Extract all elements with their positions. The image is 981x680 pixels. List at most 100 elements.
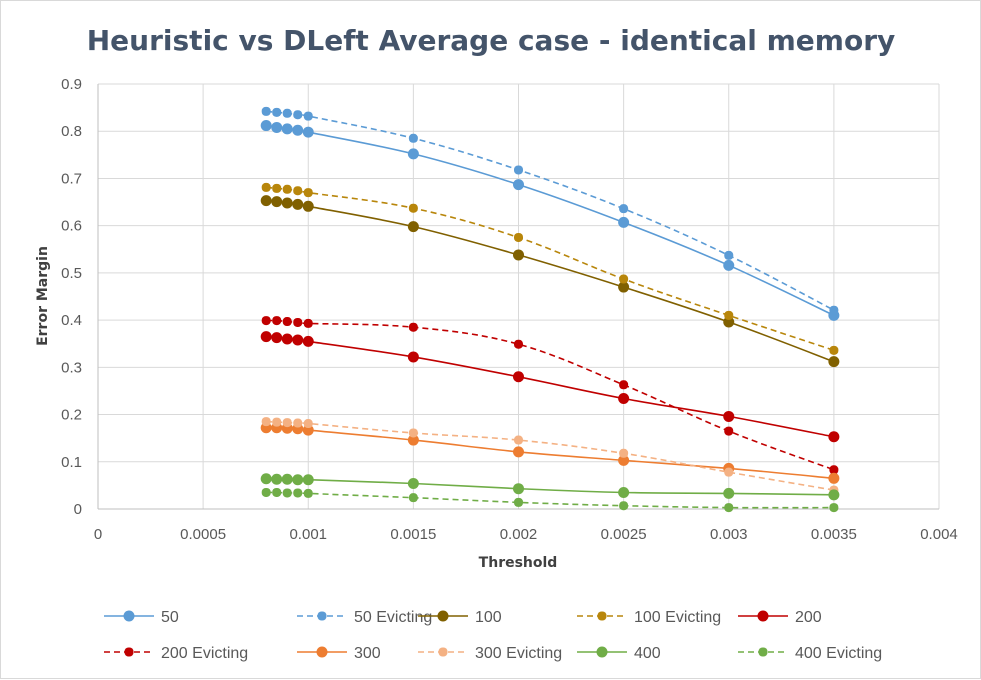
data-point bbox=[724, 426, 734, 436]
x-tick-label: 0.002 bbox=[500, 526, 538, 543]
data-point bbox=[260, 331, 272, 343]
data-point bbox=[282, 184, 292, 194]
data-point bbox=[292, 124, 304, 136]
data-point bbox=[724, 250, 734, 260]
data-point bbox=[828, 356, 840, 368]
data-point bbox=[514, 165, 523, 175]
y-tick-label: 0.2 bbox=[61, 407, 82, 424]
legend-marker bbox=[596, 646, 608, 658]
legend-marker bbox=[124, 647, 134, 657]
legend-label: 200 bbox=[795, 609, 822, 626]
data-point bbox=[303, 318, 313, 328]
data-point bbox=[272, 316, 282, 326]
data-point bbox=[302, 335, 314, 347]
data-point bbox=[514, 339, 523, 349]
data-point bbox=[303, 419, 313, 429]
data-point bbox=[272, 107, 282, 117]
data-point bbox=[829, 305, 839, 315]
data-point bbox=[302, 200, 314, 212]
series-line bbox=[266, 420, 835, 491]
data-point bbox=[408, 428, 418, 438]
legend-label: 50 bbox=[161, 609, 179, 626]
data-point bbox=[408, 493, 418, 503]
legend-label: 400 bbox=[634, 645, 661, 662]
x-tick-label: 0.0025 bbox=[601, 526, 647, 543]
data-point bbox=[723, 259, 735, 271]
data-point bbox=[619, 448, 629, 458]
data-point bbox=[514, 497, 523, 507]
data-point bbox=[618, 454, 630, 466]
x-tick-label: 0.0015 bbox=[390, 526, 436, 543]
data-point bbox=[619, 501, 629, 511]
data-point bbox=[261, 182, 271, 192]
y-tick-label: 0.7 bbox=[61, 170, 82, 187]
y-tick-label: 0.5 bbox=[61, 265, 82, 282]
axes: 0 0.0005 0.001 0.0015 0.002 0.0025 0.003 0.0035… bbox=[61, 76, 958, 543]
x-tick-label: 0.004 bbox=[920, 526, 958, 543]
data-point bbox=[828, 489, 840, 501]
data-point bbox=[408, 322, 418, 332]
data-point bbox=[618, 216, 630, 228]
x-tick-label: 0.0005 bbox=[180, 526, 226, 543]
data-point bbox=[293, 110, 303, 120]
legend-label: 400 Evicting bbox=[795, 645, 882, 662]
data-point bbox=[514, 232, 523, 242]
data-point bbox=[282, 488, 292, 498]
data-point bbox=[513, 179, 524, 191]
data-point bbox=[261, 487, 271, 497]
x-tick-label: 0 bbox=[94, 526, 102, 543]
data-point bbox=[513, 483, 524, 495]
data-point bbox=[302, 424, 314, 436]
data-point bbox=[271, 196, 283, 208]
data-point bbox=[723, 487, 735, 499]
data-point bbox=[282, 418, 292, 428]
plot-series bbox=[260, 106, 840, 513]
y-tick-label: 0.9 bbox=[61, 76, 82, 93]
series-line bbox=[266, 335, 835, 438]
data-point bbox=[293, 418, 303, 428]
data-point bbox=[619, 380, 629, 390]
data-point bbox=[407, 478, 419, 489]
data-point bbox=[261, 106, 271, 116]
series-line bbox=[266, 478, 834, 496]
x-axis-title: Threshold bbox=[479, 555, 558, 571]
data-point bbox=[281, 123, 293, 135]
y-tick-label: 0.1 bbox=[61, 454, 82, 471]
legend: 50 50 Evicting 100 100 Evicting 200 200 Evict… bbox=[104, 609, 882, 662]
data-point bbox=[407, 351, 419, 363]
data-point bbox=[272, 487, 282, 497]
legend-marker bbox=[758, 647, 768, 657]
data-point bbox=[513, 446, 524, 458]
y-tick-label: 0 bbox=[74, 501, 82, 518]
y-axis-title: Error Margin bbox=[35, 246, 51, 346]
data-point bbox=[293, 488, 303, 498]
data-point bbox=[303, 188, 313, 198]
legend-marker bbox=[316, 646, 328, 658]
legend-label: 100 Evicting bbox=[634, 609, 721, 626]
legend-marker bbox=[438, 647, 448, 657]
data-point bbox=[292, 198, 304, 210]
data-point bbox=[407, 148, 419, 160]
y-tick-label: 0.6 bbox=[61, 218, 82, 235]
chart-title: Heuristic vs DLeft Average case - identi… bbox=[87, 24, 896, 57]
legend-marker bbox=[123, 610, 135, 622]
data-point bbox=[303, 488, 313, 498]
data-point bbox=[293, 186, 303, 196]
legend-marker bbox=[597, 611, 607, 621]
legend-marker bbox=[757, 610, 769, 622]
data-point bbox=[272, 183, 282, 193]
data-point bbox=[513, 249, 524, 261]
data-point bbox=[408, 133, 418, 143]
data-point bbox=[261, 417, 271, 427]
data-point bbox=[292, 334, 304, 346]
y-tick-label: 0.3 bbox=[61, 359, 82, 376]
data-point bbox=[724, 503, 734, 513]
data-point bbox=[260, 120, 272, 132]
data-point bbox=[408, 203, 418, 213]
data-point bbox=[618, 393, 630, 404]
legend-label: 50 Evicting bbox=[354, 609, 432, 626]
legend-marker bbox=[317, 611, 327, 621]
data-point bbox=[828, 431, 840, 443]
y-tick-label: 0.4 bbox=[61, 312, 82, 329]
